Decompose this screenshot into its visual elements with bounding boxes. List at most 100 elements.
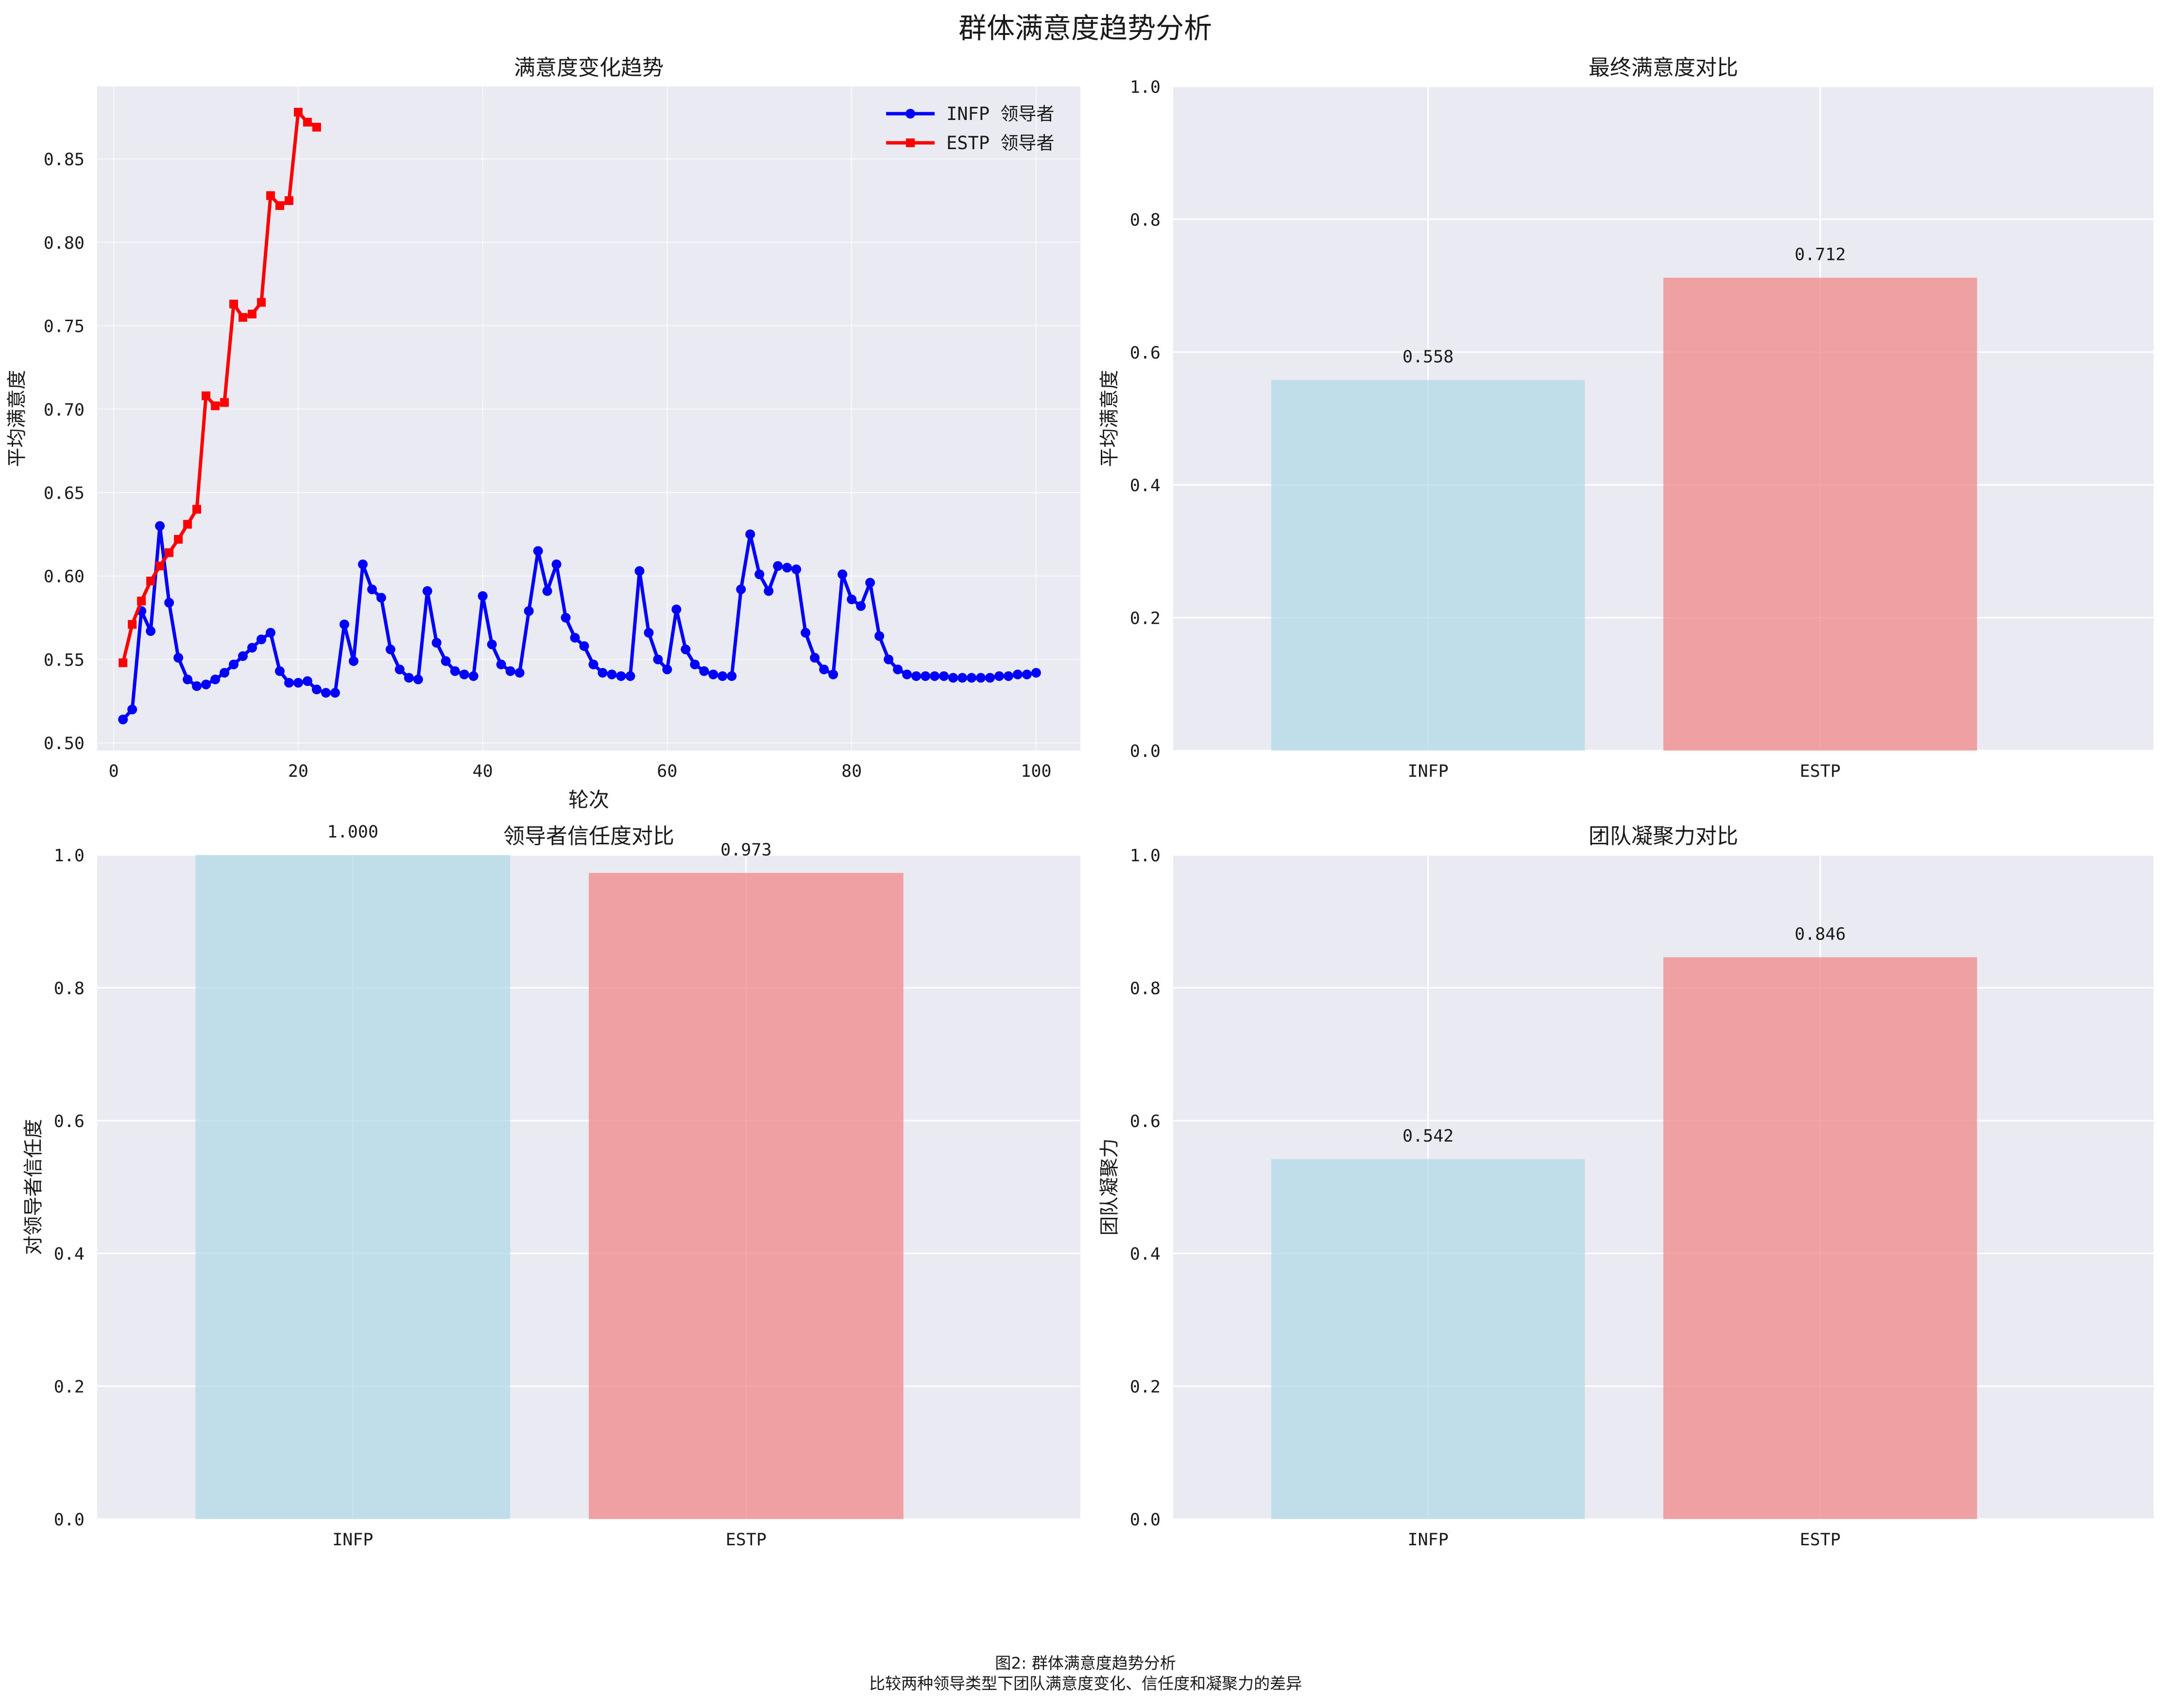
bar-value-label: 1.000	[327, 822, 378, 842]
data-point	[588, 659, 598, 669]
figure-suptitle: 群体满意度趋势分析	[958, 12, 1212, 45]
data-point	[865, 578, 875, 588]
data-point	[284, 196, 293, 205]
data-point	[930, 671, 940, 681]
data-point	[893, 665, 903, 675]
y-tick-label: 0.8	[1130, 210, 1161, 230]
data-point	[256, 634, 266, 645]
data-point	[966, 673, 976, 683]
data-point	[939, 671, 949, 681]
data-point	[524, 606, 534, 616]
data-point	[266, 191, 275, 200]
data-point	[173, 653, 184, 663]
legend-marker	[906, 109, 915, 119]
data-point	[579, 641, 589, 651]
data-point	[570, 632, 580, 643]
subplot-final-satisfaction: 最终满意度对比 0.0 0.2 0.4 0.6 0.8 1.0 0.558 INFP 0.712 E…	[1098, 55, 2154, 781]
data-point	[921, 671, 931, 681]
bar-estp	[1663, 957, 1977, 1519]
data-point	[671, 604, 682, 615]
bar-estp	[1663, 277, 1977, 751]
data-point	[662, 665, 672, 675]
data-point	[265, 628, 275, 638]
data-point	[312, 122, 321, 132]
data-point	[330, 688, 340, 698]
data-point	[838, 569, 848, 580]
data-point	[367, 584, 377, 595]
y-axis-label: 对领导者信任度	[22, 1119, 45, 1255]
plot-area	[97, 86, 1080, 751]
data-point	[625, 671, 635, 681]
data-point	[441, 656, 451, 666]
data-point	[773, 561, 783, 571]
x-tick-label: 40	[473, 762, 493, 781]
data-point	[128, 620, 137, 629]
data-point	[348, 656, 359, 666]
data-point	[634, 566, 645, 576]
y-tick-label: 0.65	[44, 484, 85, 503]
x-tick-label: 0	[109, 762, 119, 781]
data-point	[985, 673, 995, 683]
data-point	[957, 673, 967, 683]
data-point	[542, 586, 552, 596]
data-point	[1012, 669, 1023, 680]
data-point	[202, 391, 211, 400]
data-point	[496, 659, 506, 669]
legend-label: ESTP 领导者	[946, 133, 1054, 154]
y-tick-label: 1.0	[1130, 846, 1161, 866]
data-point	[247, 309, 256, 319]
y-tick-label: 0.0	[1130, 742, 1161, 761]
data-point	[948, 673, 958, 683]
data-point	[165, 548, 174, 557]
bar-infp	[1271, 1159, 1585, 1519]
data-point	[192, 505, 202, 514]
subplot-team-cohesion: 团队凝聚力对比 0.0 0.2 0.4 0.6 0.8 1.0 0.542 INFP 0.846 E…	[1098, 824, 2154, 1550]
data-point	[284, 678, 294, 688]
data-point	[782, 563, 792, 573]
y-tick-label: 0.2	[1130, 609, 1161, 629]
data-point	[708, 669, 718, 680]
data-point	[699, 666, 709, 676]
data-point	[791, 564, 802, 574]
data-point	[1003, 671, 1013, 681]
data-point	[975, 673, 986, 683]
data-point	[911, 671, 922, 681]
data-point	[413, 674, 423, 684]
data-point	[118, 715, 128, 725]
data-point	[303, 118, 312, 127]
y-tick-label: 1.0	[1130, 78, 1161, 97]
series-line-infp	[121, 524, 1037, 721]
bar-value-label: 0.973	[720, 840, 771, 860]
y-tick-label: 0.6	[54, 1112, 85, 1131]
data-point	[293, 107, 303, 117]
y-tick-label: 0.0	[1130, 1510, 1161, 1530]
data-point	[275, 201, 284, 210]
x-tick-label: INFP	[332, 1530, 373, 1550]
y-tick-label: 0.85	[44, 150, 85, 170]
data-point	[487, 639, 497, 649]
x-tick-label: ESTP	[1800, 1530, 1841, 1550]
bar-value-label: 0.542	[1402, 1127, 1453, 1146]
x-tick-label: ESTP	[1800, 762, 1841, 781]
data-point	[321, 688, 331, 698]
data-point	[1022, 669, 1032, 680]
y-tick-label: 0.4	[1130, 1245, 1161, 1264]
data-point	[183, 520, 192, 529]
data-point	[201, 679, 211, 689]
series-line-estp	[121, 110, 318, 664]
data-point	[847, 594, 857, 604]
data-point	[220, 398, 229, 407]
bar-value-label: 0.846	[1795, 925, 1846, 944]
subplot-title: 领导者信任度对比	[503, 824, 674, 849]
x-tick-label: 100	[1021, 762, 1051, 781]
subplot-leader-trust: 领导者信任度对比 0.0 0.2 0.4 0.6 0.8 1.0 1.000 INFP 0.973…	[22, 822, 1080, 1550]
data-point	[394, 665, 405, 675]
y-axis-label: 平均满意度	[6, 370, 28, 467]
y-tick-label: 0.70	[44, 400, 85, 420]
data-point	[690, 659, 700, 669]
legend-label: INFP 领导者	[946, 103, 1054, 124]
y-tick-label: 0.55	[44, 650, 85, 670]
data-point	[127, 704, 137, 715]
data-point	[293, 678, 303, 688]
